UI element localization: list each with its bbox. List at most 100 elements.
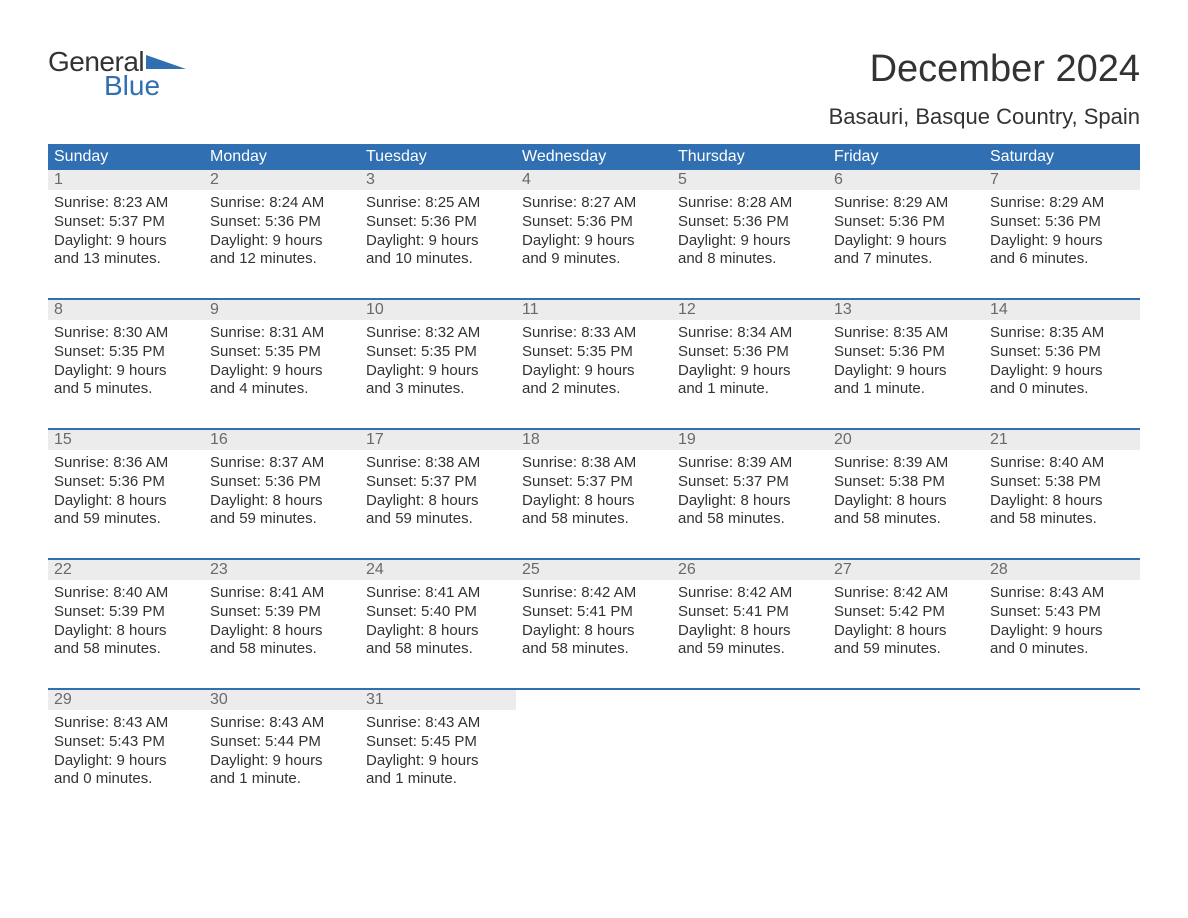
day-sunrise: Sunrise: 8:43 AM — [54, 714, 198, 733]
day-dl2: and 59 minutes. — [678, 640, 822, 659]
day-sunset: Sunset: 5:42 PM — [834, 603, 978, 622]
day-dl2: and 6 minutes. — [990, 250, 1134, 269]
day-number: 23 — [204, 560, 360, 580]
day-body: Sunrise: 8:42 AMSunset: 5:41 PMDaylight:… — [516, 580, 672, 659]
day-sunrise: Sunrise: 8:38 AM — [522, 454, 666, 473]
day-number: 26 — [672, 560, 828, 580]
dow-saturday: Saturday — [984, 144, 1140, 170]
day-cell — [984, 690, 1140, 818]
day-number: 22 — [48, 560, 204, 580]
day-sunrise: Sunrise: 8:40 AM — [990, 454, 1134, 473]
day-body: Sunrise: 8:34 AMSunset: 5:36 PMDaylight:… — [672, 320, 828, 399]
day-cell — [828, 690, 984, 818]
day-sunset: Sunset: 5:38 PM — [834, 473, 978, 492]
day-body: Sunrise: 8:36 AMSunset: 5:36 PMDaylight:… — [48, 450, 204, 529]
day-cell: 2Sunrise: 8:24 AMSunset: 5:36 PMDaylight… — [204, 170, 360, 298]
day-cell: 19Sunrise: 8:39 AMSunset: 5:37 PMDayligh… — [672, 430, 828, 558]
week-row: 29Sunrise: 8:43 AMSunset: 5:43 PMDayligh… — [48, 688, 1140, 818]
day-sunrise: Sunrise: 8:42 AM — [522, 584, 666, 603]
day-sunset: Sunset: 5:36 PM — [834, 213, 978, 232]
day-cell: 10Sunrise: 8:32 AMSunset: 5:35 PMDayligh… — [360, 300, 516, 428]
page-title: December 2024 — [870, 48, 1140, 91]
day-sunset: Sunset: 5:36 PM — [678, 343, 822, 362]
day-dl2: and 8 minutes. — [678, 250, 822, 269]
day-number: 8 — [48, 300, 204, 320]
day-sunrise: Sunrise: 8:25 AM — [366, 194, 510, 213]
day-cell: 4Sunrise: 8:27 AMSunset: 5:36 PMDaylight… — [516, 170, 672, 298]
day-sunset: Sunset: 5:36 PM — [522, 213, 666, 232]
day-dl1: Daylight: 9 hours — [366, 232, 510, 251]
day-number: 4 — [516, 170, 672, 190]
day-dl2: and 59 minutes. — [54, 510, 198, 529]
week-row: 15Sunrise: 8:36 AMSunset: 5:36 PMDayligh… — [48, 428, 1140, 558]
day-sunrise: Sunrise: 8:35 AM — [834, 324, 978, 343]
day-dl1: Daylight: 8 hours — [834, 622, 978, 641]
day-sunset: Sunset: 5:35 PM — [522, 343, 666, 362]
day-number: 3 — [360, 170, 516, 190]
day-dl1: Daylight: 8 hours — [366, 492, 510, 511]
day-body: Sunrise: 8:38 AMSunset: 5:37 PMDaylight:… — [516, 450, 672, 529]
day-sunset: Sunset: 5:37 PM — [366, 473, 510, 492]
day-cell: 9Sunrise: 8:31 AMSunset: 5:35 PMDaylight… — [204, 300, 360, 428]
day-body: Sunrise: 8:29 AMSunset: 5:36 PMDaylight:… — [828, 190, 984, 269]
day-sunset: Sunset: 5:36 PM — [366, 213, 510, 232]
day-cell: 16Sunrise: 8:37 AMSunset: 5:36 PMDayligh… — [204, 430, 360, 558]
day-dl1: Daylight: 9 hours — [834, 362, 978, 381]
week-row: 1Sunrise: 8:23 AMSunset: 5:37 PMDaylight… — [48, 170, 1140, 298]
day-sunset: Sunset: 5:37 PM — [678, 473, 822, 492]
day-number: 6 — [828, 170, 984, 190]
day-cell — [516, 690, 672, 818]
day-number: 15 — [48, 430, 204, 450]
day-sunset: Sunset: 5:36 PM — [990, 213, 1134, 232]
calendar: Sunday Monday Tuesday Wednesday Thursday… — [48, 144, 1140, 818]
header-row: General Blue December 2024 — [48, 48, 1140, 100]
day-dl1: Daylight: 8 hours — [366, 622, 510, 641]
day-sunset: Sunset: 5:41 PM — [678, 603, 822, 622]
day-sunset: Sunset: 5:45 PM — [366, 733, 510, 752]
day-sunrise: Sunrise: 8:41 AM — [366, 584, 510, 603]
day-body: Sunrise: 8:30 AMSunset: 5:35 PMDaylight:… — [48, 320, 204, 399]
day-number: 9 — [204, 300, 360, 320]
day-sunrise: Sunrise: 8:38 AM — [366, 454, 510, 473]
day-dl1: Daylight: 8 hours — [210, 492, 354, 511]
day-sunset: Sunset: 5:44 PM — [210, 733, 354, 752]
day-number: 5 — [672, 170, 828, 190]
day-number: 16 — [204, 430, 360, 450]
day-body: Sunrise: 8:29 AMSunset: 5:36 PMDaylight:… — [984, 190, 1140, 269]
day-sunrise: Sunrise: 8:39 AM — [678, 454, 822, 473]
day-cell: 31Sunrise: 8:43 AMSunset: 5:45 PMDayligh… — [360, 690, 516, 818]
day-dl2: and 1 minute. — [834, 380, 978, 399]
day-sunset: Sunset: 5:36 PM — [678, 213, 822, 232]
day-sunrise: Sunrise: 8:36 AM — [54, 454, 198, 473]
day-body: Sunrise: 8:41 AMSunset: 5:39 PMDaylight:… — [204, 580, 360, 659]
day-cell — [672, 690, 828, 818]
day-sunset: Sunset: 5:37 PM — [522, 473, 666, 492]
day-dl2: and 58 minutes. — [834, 510, 978, 529]
logo-text-blue: Blue — [48, 72, 186, 100]
day-dl1: Daylight: 9 hours — [210, 232, 354, 251]
day-sunrise: Sunrise: 8:24 AM — [210, 194, 354, 213]
day-cell: 3 Sunrise: 8:25 AMSunset: 5:36 PMDaylight… — [360, 170, 516, 298]
day-dl2: and 13 minutes. — [54, 250, 198, 269]
day-sunrise: Sunrise: 8:31 AM — [210, 324, 354, 343]
day-body: Sunrise: 8:38 AMSunset: 5:37 PMDaylight:… — [360, 450, 516, 529]
day-cell: 28Sunrise: 8:43 AMSunset: 5:43 PMDayligh… — [984, 560, 1140, 688]
day-dl2: and 0 minutes. — [54, 770, 198, 789]
day-dl1: Daylight: 9 hours — [366, 362, 510, 381]
day-body: Sunrise: 8:39 AMSunset: 5:37 PMDaylight:… — [672, 450, 828, 529]
day-dl2: and 0 minutes. — [990, 640, 1134, 659]
day-dl1: Daylight: 8 hours — [678, 492, 822, 511]
logo: General Blue — [48, 48, 186, 100]
day-sunset: Sunset: 5:38 PM — [990, 473, 1134, 492]
day-number: 18 — [516, 430, 672, 450]
day-dl1: Daylight: 9 hours — [54, 232, 198, 251]
day-cell: 18Sunrise: 8:38 AMSunset: 5:37 PMDayligh… — [516, 430, 672, 558]
day-body: Sunrise: 8:39 AMSunset: 5:38 PMDaylight:… — [828, 450, 984, 529]
day-cell: 17Sunrise: 8:38 AMSunset: 5:37 PMDayligh… — [360, 430, 516, 558]
day-sunset: Sunset: 5:35 PM — [54, 343, 198, 362]
day-body: Sunrise: 8:28 AMSunset: 5:36 PMDaylight:… — [672, 190, 828, 269]
day-sunset: Sunset: 5:40 PM — [366, 603, 510, 622]
day-cell: 24Sunrise: 8:41 AMSunset: 5:40 PMDayligh… — [360, 560, 516, 688]
day-number: 13 — [828, 300, 984, 320]
day-number: 2 — [204, 170, 360, 190]
